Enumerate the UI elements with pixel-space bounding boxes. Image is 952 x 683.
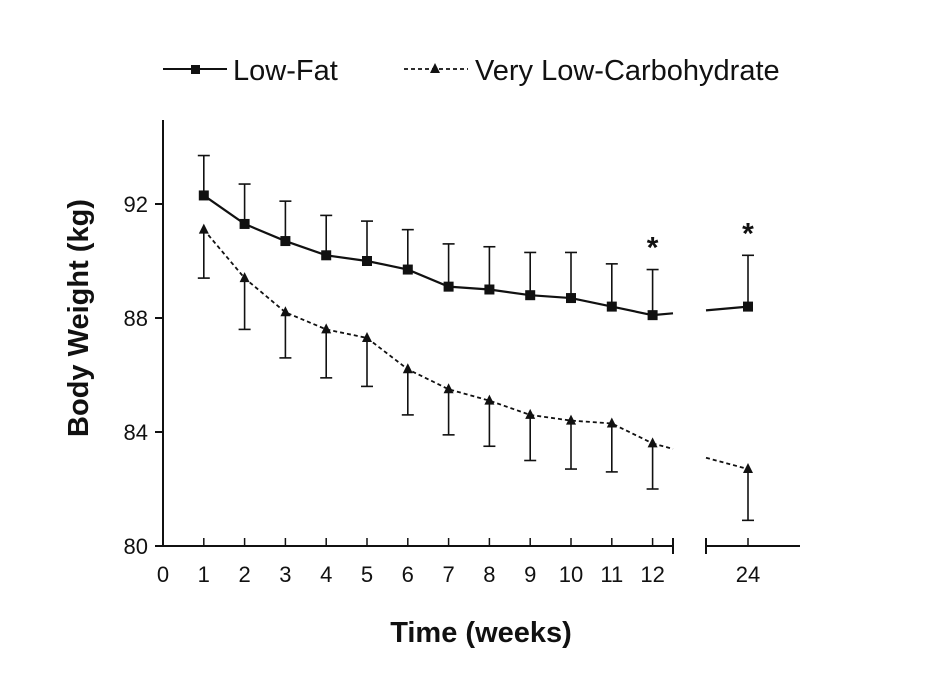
marker-vlc-11: [606, 417, 617, 428]
x-tick-label-6: 6: [402, 562, 414, 587]
series-line-low-fat-break-right: [705, 305, 749, 312]
marker-vlc-7: [443, 383, 454, 394]
marker-vlc-24: [743, 463, 753, 474]
marker-low-fat-2: [239, 218, 250, 229]
legend-low-fat-label: Low-Fat: [233, 55, 338, 87]
y-tick-label-80: 80: [124, 534, 148, 559]
marker-vlc-10: [566, 414, 576, 425]
x-tick-label-1: 1: [198, 562, 210, 587]
marker-low-fat-11: [606, 301, 617, 312]
marker-vlc-1: [198, 223, 209, 234]
marker-low-fat-6: [402, 264, 413, 275]
legend-vlc-marker: [430, 63, 440, 73]
y-tick-label-88: 88: [124, 306, 148, 331]
x-tick-label-5: 5: [361, 562, 373, 587]
x-tick-label-4: 4: [320, 562, 332, 587]
marker-low-fat-3: [280, 236, 291, 247]
x-tick-label-9: 9: [524, 562, 536, 587]
series-line-vlc: [203, 229, 653, 445]
marker-low-fat-5: [362, 256, 372, 266]
y-ticks: 80 84 88 92: [124, 192, 163, 559]
marker-low-fat-4: [321, 250, 332, 261]
x-tick-label-11: 11: [600, 562, 623, 587]
x-tick-label-24: 24: [736, 562, 760, 587]
annotation-star-24: *: [742, 217, 754, 250]
marker-low-fat-7: [443, 281, 454, 292]
marker-low-fat-9: [525, 290, 536, 301]
legend-low-fat-marker: [191, 65, 200, 74]
x-tick-label-0: 0: [157, 562, 169, 587]
x-tick-label-2: 2: [238, 562, 250, 587]
legend: Low-Fat Very Low-Carbohydrate: [163, 55, 780, 87]
x-tick-label-10: 10: [559, 562, 583, 587]
marker-vlc-2: [239, 272, 250, 283]
marker-vlc-5: [362, 331, 372, 342]
series-line-low-fat: [203, 194, 653, 317]
x-ticks: 0 1 2 3 4 5 6 7 8 9 10 11 12 24: [157, 538, 760, 587]
marker-vlc-8: [484, 394, 495, 405]
marker-vlc-4: [321, 323, 332, 334]
significance-annotations: * *: [647, 217, 754, 264]
marker-low-fat-1: [198, 190, 209, 201]
marker-low-fat-8: [484, 284, 495, 295]
y-axis-title: Body Weight (kg): [63, 199, 95, 437]
series-line-vlc-break-right: [705, 456, 749, 470]
marker-low-fat-12: [647, 310, 658, 321]
marker-vlc-9: [525, 408, 536, 419]
x-axis-title: Time (weeks): [390, 617, 572, 649]
marker-vlc-6: [402, 363, 413, 374]
x-tick-label-3: 3: [279, 562, 291, 587]
series-markers: [198, 190, 753, 474]
legend-vlc-label: Very Low-Carbohydrate: [475, 55, 780, 87]
x-tick-label-7: 7: [442, 562, 454, 587]
axes: [162, 120, 800, 554]
annotation-star-12: *: [647, 232, 659, 265]
marker-vlc-12: [647, 437, 658, 448]
y-tick-label-92: 92: [124, 192, 148, 217]
x-tick-label-8: 8: [483, 562, 495, 587]
y-tick-label-84: 84: [124, 420, 148, 445]
error-bars: [197, 154, 754, 522]
x-tick-label-12: 12: [640, 562, 664, 587]
marker-low-fat-24: [743, 301, 753, 312]
marker-vlc-3: [280, 306, 291, 317]
marker-low-fat-10: [566, 293, 576, 304]
